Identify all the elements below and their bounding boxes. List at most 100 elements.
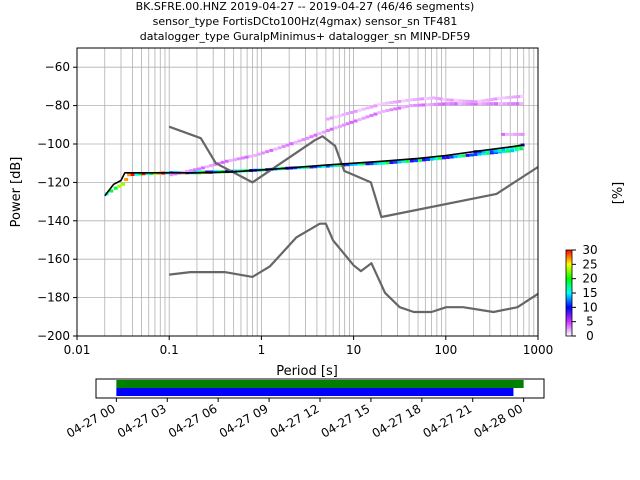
density-cell	[501, 148, 506, 152]
density-cell	[385, 101, 390, 105]
density-cell	[134, 172, 139, 176]
density-cell	[369, 105, 374, 109]
coverage-tick-label: 04-28 00	[471, 401, 525, 440]
density-cell	[397, 106, 402, 110]
density-cell	[196, 167, 201, 171]
density-cell	[409, 104, 414, 108]
density-cell	[506, 149, 511, 153]
density-cell	[453, 102, 458, 106]
density-cell	[389, 101, 394, 105]
density-cell	[317, 165, 322, 169]
density-cell	[505, 147, 510, 151]
x-tick-label: 0.01	[64, 343, 91, 357]
density-cell	[469, 153, 474, 157]
coverage-tick-label: 04-27 00	[64, 401, 118, 440]
density-cell	[204, 165, 209, 169]
colorbar-tick-label: 10	[582, 300, 597, 314]
y-tick-label: −180	[37, 291, 70, 305]
y-tick-label: −100	[37, 137, 70, 151]
density-cell	[124, 178, 129, 182]
x-tick-label: 1000	[523, 343, 554, 357]
density-cell	[109, 189, 114, 193]
density-cell	[510, 149, 515, 153]
density-cell	[485, 150, 490, 154]
density-cell	[385, 161, 390, 165]
density-cell	[453, 155, 458, 159]
density-cell	[361, 116, 366, 120]
density-cell	[485, 98, 490, 102]
density-cell	[442, 97, 447, 101]
density-cell	[435, 96, 440, 100]
density-cell	[385, 109, 390, 113]
colorbar-tick-label: 0	[586, 329, 594, 343]
density-cell	[437, 156, 442, 160]
density-cell	[393, 100, 398, 104]
density-cell	[337, 124, 342, 128]
density-cell	[130, 172, 135, 176]
density-cell	[285, 143, 290, 147]
density-cell	[185, 169, 190, 173]
density-cell	[515, 102, 520, 106]
density-cell	[341, 123, 346, 127]
density-cell	[353, 109, 358, 113]
density-cell	[349, 110, 354, 114]
density-cell	[349, 120, 354, 124]
density-cell	[427, 96, 432, 100]
density-cell	[441, 102, 446, 106]
density-cell	[220, 160, 225, 164]
density-cell	[412, 98, 417, 102]
colorbar-tick-label: 15	[582, 286, 597, 300]
density-cell	[429, 103, 434, 107]
density-cell	[405, 159, 410, 163]
density-cell	[333, 115, 338, 119]
density-cell	[405, 98, 410, 102]
density-cell	[413, 103, 418, 107]
density-cell	[409, 98, 414, 102]
density-cell	[437, 102, 442, 106]
density-cell	[317, 132, 322, 136]
density-cell	[189, 169, 194, 173]
density-cell	[137, 172, 142, 176]
density-cell	[520, 132, 525, 136]
density-cell	[481, 102, 486, 106]
density-cell	[377, 103, 382, 107]
density-cell	[389, 108, 394, 112]
density-cell	[473, 153, 478, 157]
density-cell	[477, 102, 482, 106]
title-line-1: BK.SFRE.00.HNZ 2019-04-27 -- 2019-04-27 …	[136, 0, 475, 13]
coverage-tick-label: 04-27 18	[370, 401, 424, 440]
density-cell	[422, 158, 427, 162]
density-cell	[173, 172, 178, 176]
density-cell	[461, 99, 466, 103]
density-cell	[333, 126, 338, 130]
density-cell	[431, 96, 436, 100]
density-cell	[420, 97, 425, 101]
coverage-tick-label: 04-27 06	[166, 401, 220, 440]
density-cell	[498, 102, 503, 106]
density-cell	[273, 147, 278, 151]
density-cell	[469, 102, 474, 106]
coverage-bar	[116, 380, 524, 388]
density-cell	[401, 105, 406, 109]
density-cell	[333, 164, 338, 168]
plot-frame	[76, 47, 539, 337]
density-cell	[453, 98, 458, 102]
density-cell	[489, 150, 494, 154]
density-cell	[145, 172, 150, 176]
density-cell	[353, 162, 358, 166]
density-cell	[321, 164, 326, 168]
density-cell	[425, 103, 430, 107]
density-cell	[457, 154, 462, 158]
y-tick-label: −80	[45, 99, 70, 113]
density-cell	[445, 155, 450, 159]
density-cell	[449, 155, 454, 159]
density-cell	[265, 150, 270, 154]
coverage-tick-label: 04-27 21	[421, 401, 475, 440]
coverage-bars	[116, 380, 524, 396]
density-cell	[228, 158, 233, 162]
x-tick-label: 100	[434, 343, 457, 357]
density-cell	[240, 156, 245, 160]
density-cell	[120, 182, 125, 186]
density-cell	[293, 140, 298, 144]
density-cell	[438, 97, 443, 101]
